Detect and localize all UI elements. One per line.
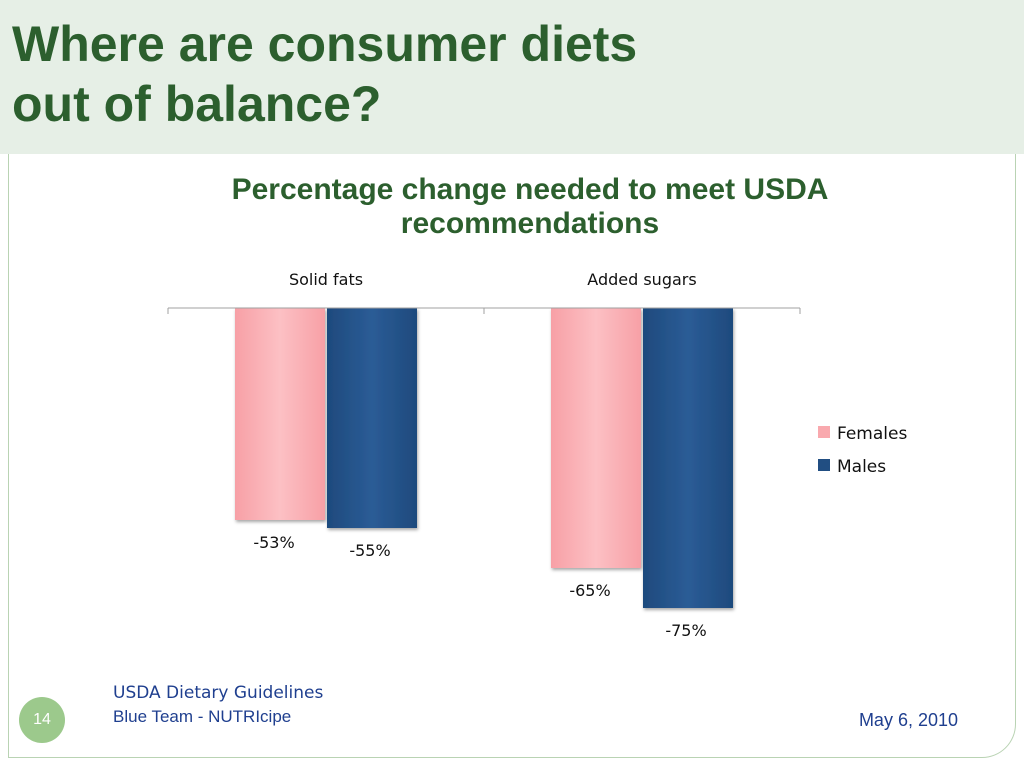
legend-label-males: Males xyxy=(837,457,886,477)
legend-swatch-males xyxy=(818,459,830,471)
legend-swatch-females xyxy=(818,426,830,438)
slide-frame xyxy=(8,154,1016,758)
category-label: Solid fats xyxy=(289,270,363,289)
data-label: -75% xyxy=(665,621,706,640)
footer-source: USDA Dietary Guidelines xyxy=(113,683,324,703)
bar-males-added-sugars xyxy=(643,308,733,608)
slide-title-line1: Where are consumer diets xyxy=(12,16,638,72)
title-band: Where are consumer diets out of balance? xyxy=(0,0,1024,154)
bar-males-solid-fats xyxy=(327,308,417,528)
bar-females-added-sugars xyxy=(551,308,641,568)
data-label: -53% xyxy=(253,533,294,552)
data-label: -65% xyxy=(569,581,610,600)
slide-number-badge: 14 xyxy=(19,697,65,743)
footer-team: Blue Team - NUTRIcipe xyxy=(113,707,292,726)
chart-title: Percentage change needed to meet USDA re… xyxy=(231,173,829,240)
legend-label-females: Females xyxy=(837,424,907,444)
bar-females-solid-fats xyxy=(235,308,325,520)
data-label: -55% xyxy=(349,541,390,560)
slide-title-line2: out of balance? xyxy=(12,76,382,132)
footer-date: May 6, 2010 xyxy=(858,710,958,730)
slide-title: Where are consumer diets out of balance? xyxy=(12,14,637,134)
category-label: Added sugars xyxy=(587,270,696,289)
slide-number: 14 xyxy=(33,711,51,728)
